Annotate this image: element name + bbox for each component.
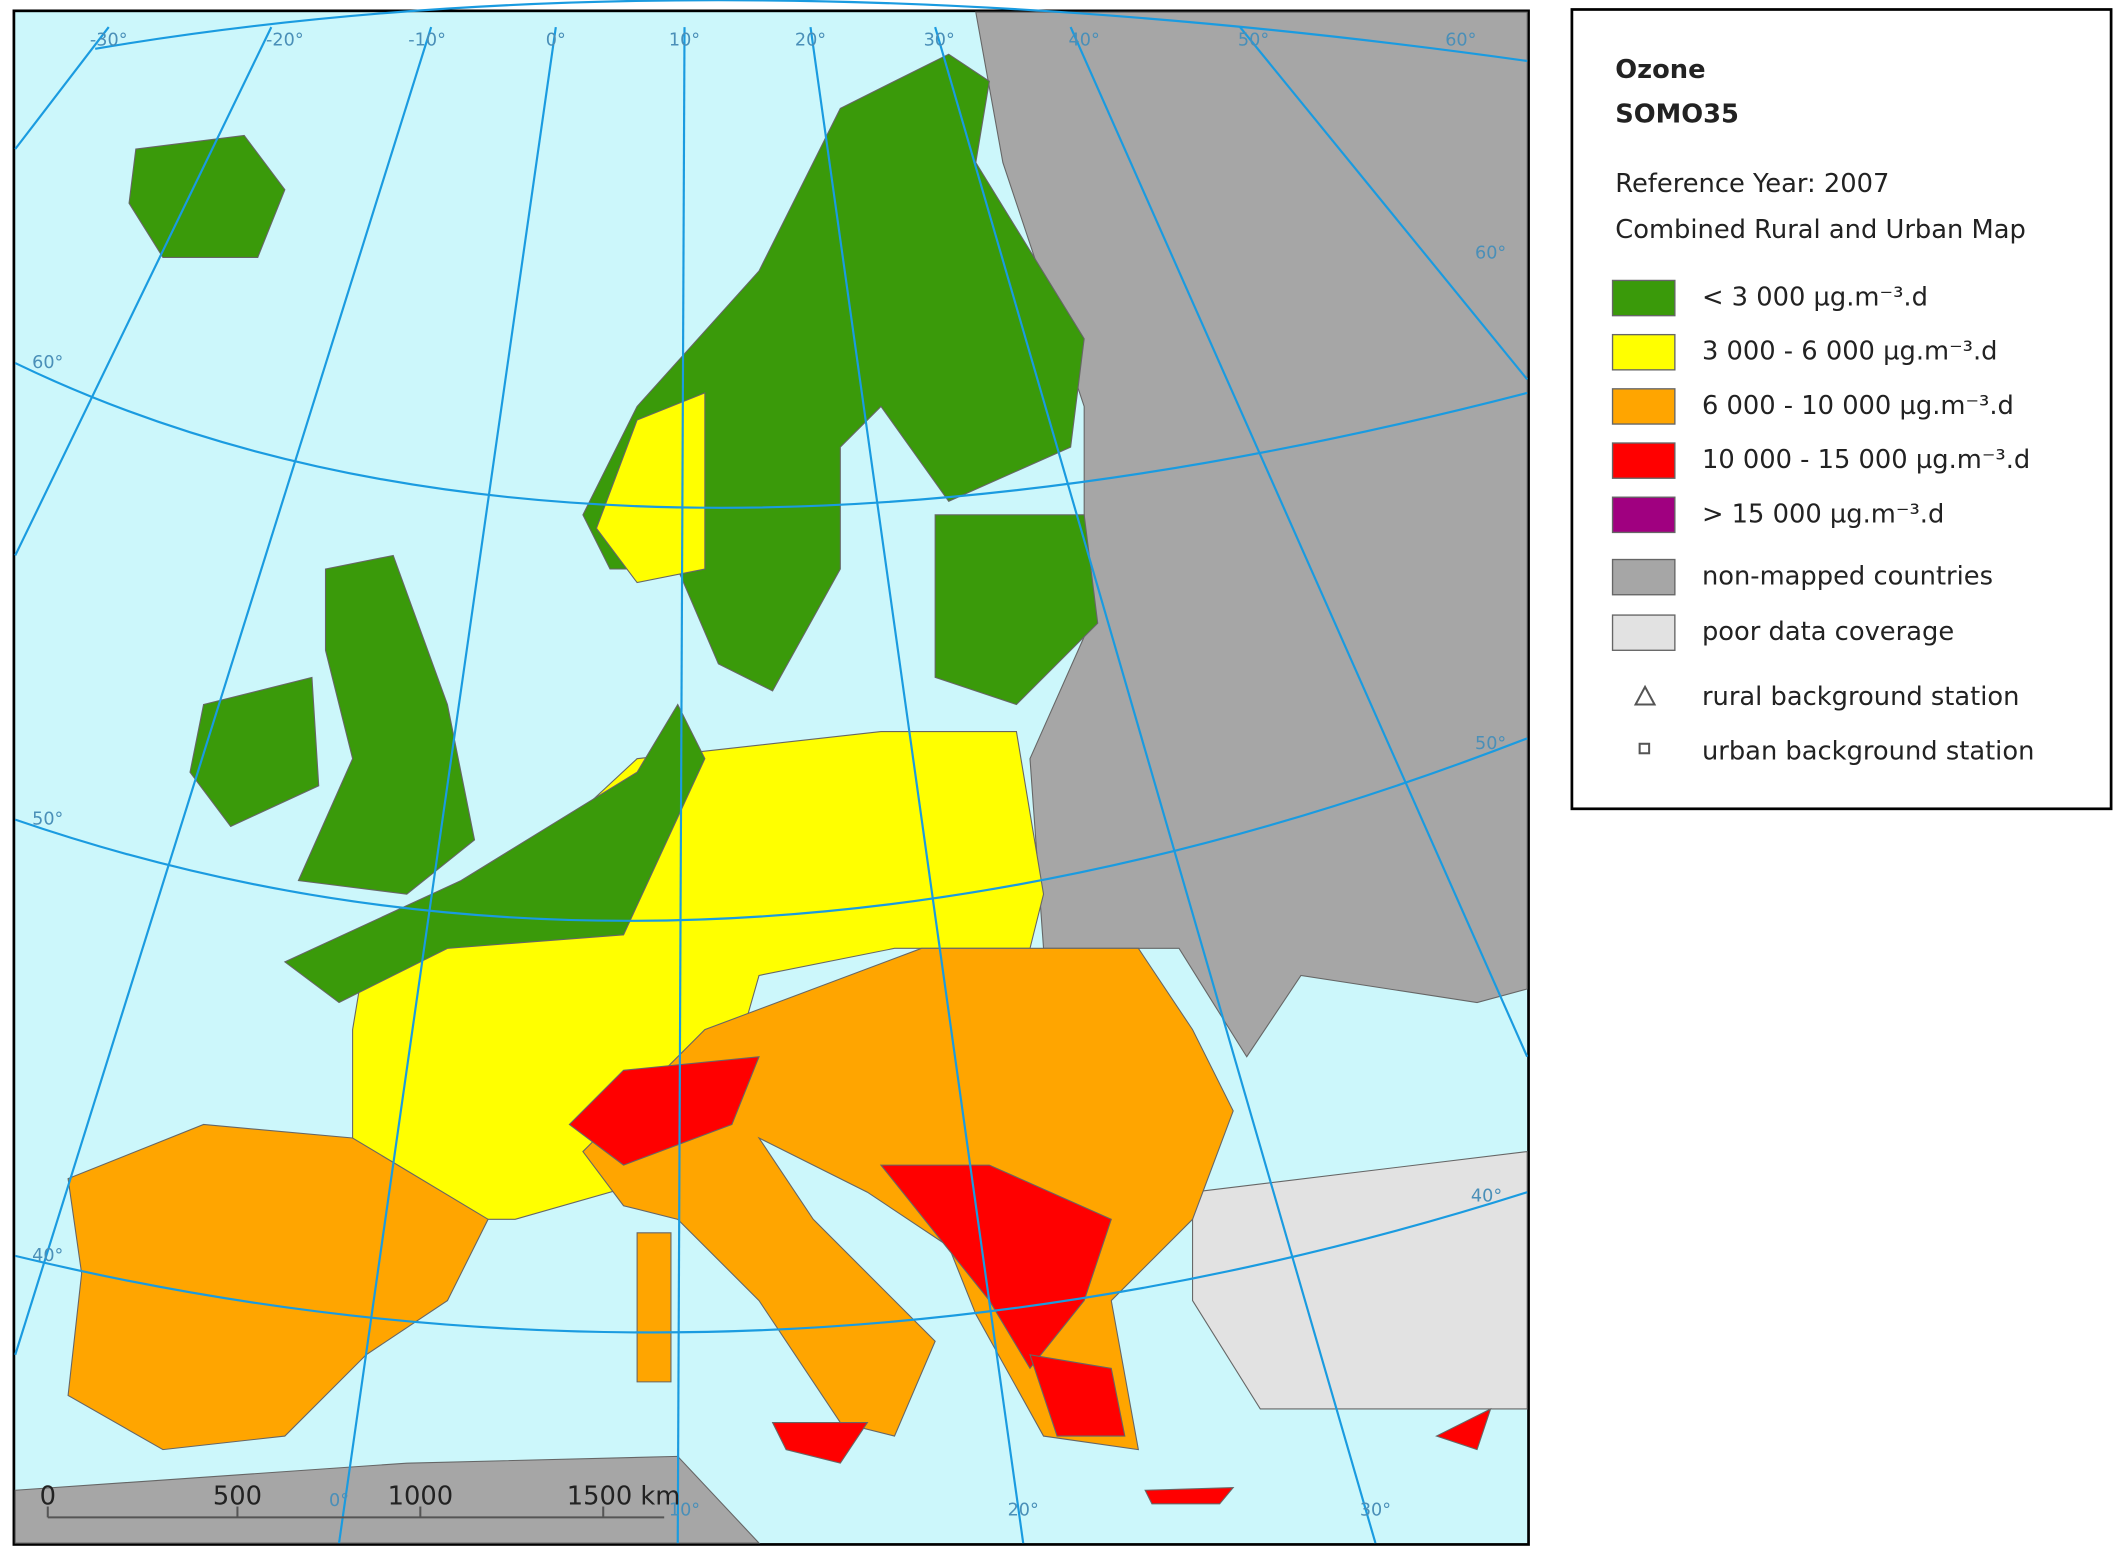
legend-swatch bbox=[1611, 333, 1676, 371]
legend-subtitle: SOMO35 bbox=[1615, 100, 1739, 130]
non-mapped-east bbox=[975, 11, 1528, 1058]
legend-swatch bbox=[1611, 558, 1676, 596]
graticule bbox=[14, 0, 1529, 1544]
cyprus-high bbox=[1435, 1407, 1492, 1451]
graticule-label: -10° bbox=[408, 31, 446, 51]
scale-label: 1500 km bbox=[567, 1482, 681, 1512]
norway-south bbox=[595, 392, 706, 584]
urban-station-symbol bbox=[1638, 742, 1651, 755]
graticule-label: 30° bbox=[1360, 1501, 1391, 1521]
legend-label: urban background station bbox=[1702, 736, 2034, 766]
meridian bbox=[14, 26, 273, 556]
graticule-label: 0° bbox=[329, 1491, 349, 1511]
ireland bbox=[189, 676, 320, 828]
graticule-label: 40° bbox=[1069, 31, 1100, 51]
scale-label: 500 bbox=[213, 1482, 262, 1512]
scale-label: 0 bbox=[40, 1482, 56, 1512]
legend-label: rural background station bbox=[1702, 682, 2020, 712]
map: -30° -20° -10° 0° 10° 20° 30° 40° 50° 60° 60° 50° 40… bbox=[12, 0, 1530, 1546]
graticule-label: 40° bbox=[1471, 1186, 1502, 1206]
parallel bbox=[95, 0, 1528, 63]
corsica-sardinia bbox=[636, 1232, 672, 1383]
graticule-label: 50° bbox=[1238, 31, 1269, 51]
north-africa bbox=[14, 1455, 761, 1544]
legend-swatch bbox=[1611, 388, 1676, 425]
graticule-label: 50° bbox=[32, 810, 63, 830]
legend-label: poor data coverage bbox=[1702, 617, 1954, 647]
graticule-label: 20° bbox=[795, 31, 826, 51]
graticule-label: 60° bbox=[1445, 31, 1476, 51]
legend-label: 6 000 - 10 000 µg.m⁻³.d bbox=[1702, 391, 2014, 421]
meridian bbox=[676, 27, 686, 1544]
alps-high bbox=[568, 1056, 760, 1166]
graticule-label: 10° bbox=[669, 31, 700, 51]
legend-label: > 15 000 µg.m⁻³.d bbox=[1702, 499, 1944, 529]
meridian bbox=[1069, 26, 1529, 1058]
scale-label: 1000 bbox=[388, 1482, 454, 1512]
legend-swatch bbox=[1611, 496, 1676, 534]
graticule-label: 30° bbox=[924, 31, 955, 51]
scale-bar bbox=[46, 1506, 665, 1519]
graticule-label: 50° bbox=[1475, 734, 1506, 754]
legend-label: non-mapped countries bbox=[1702, 562, 1993, 592]
meridian bbox=[14, 26, 433, 1356]
meridian bbox=[14, 26, 110, 150]
graticule-label: 60° bbox=[1475, 243, 1506, 263]
meridian bbox=[934, 26, 1377, 1544]
graticule-label: 60° bbox=[32, 353, 63, 373]
legend-swatch bbox=[1611, 442, 1676, 479]
meridian bbox=[1239, 26, 1529, 381]
legend-map-type: Combined Rural and Urban Map bbox=[1615, 215, 2026, 245]
meridian bbox=[809, 26, 1025, 1544]
sicily-high bbox=[771, 1421, 869, 1464]
legend-title: Ozone bbox=[1615, 55, 1705, 85]
rural-station-symbol bbox=[1633, 684, 1657, 706]
parallel bbox=[14, 362, 1528, 509]
graticule-label: 40° bbox=[32, 1246, 63, 1266]
graticule-label: -20° bbox=[266, 31, 304, 51]
poor-coverage-turkey bbox=[1192, 1150, 1528, 1410]
graticule-label: 20° bbox=[1008, 1501, 1039, 1521]
northwest-europe bbox=[283, 703, 706, 1004]
graticule-label: 10° bbox=[669, 1501, 700, 1521]
greece-high bbox=[1029, 1354, 1126, 1437]
legend-swatch bbox=[1611, 614, 1676, 651]
meridian bbox=[337, 26, 557, 1544]
parallel bbox=[14, 1191, 1528, 1334]
legend-label: 3 000 - 6 000 µg.m⁻³.d bbox=[1702, 337, 1998, 367]
land bbox=[14, 11, 1528, 1544]
legend-reference: Reference Year: 2007 bbox=[1615, 169, 1889, 199]
parallel bbox=[14, 737, 1528, 922]
iceland bbox=[128, 134, 286, 258]
legend-label: < 3 000 µg.m⁻³.d bbox=[1702, 283, 1928, 313]
baltics bbox=[934, 514, 1099, 706]
legend: Ozone SOMO35 Reference Year: 2007 Combin… bbox=[1570, 8, 2113, 811]
graticule-label: -30° bbox=[90, 31, 128, 51]
graticule-label: 0° bbox=[546, 31, 566, 51]
legend-swatch bbox=[1611, 279, 1676, 317]
legend-label: 10 000 - 15 000 µg.m⁻³.d bbox=[1702, 445, 2030, 475]
crete-high bbox=[1144, 1486, 1235, 1505]
great-britain bbox=[297, 554, 476, 895]
